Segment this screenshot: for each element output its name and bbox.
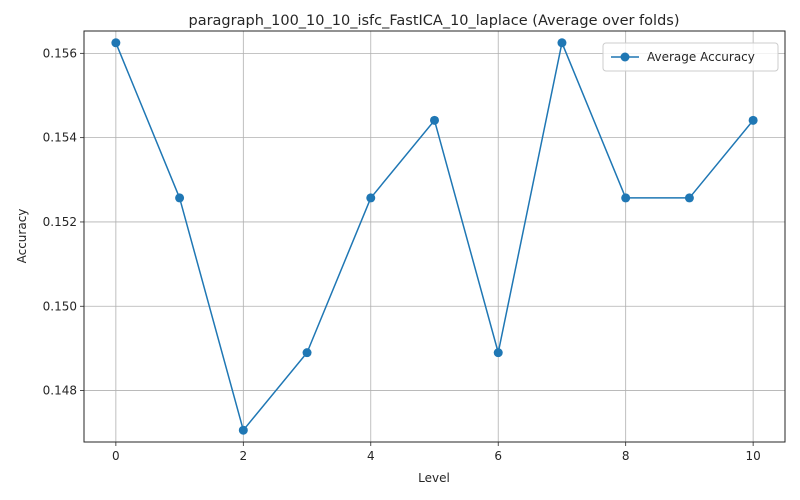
data-point — [175, 193, 185, 203]
data-point — [366, 193, 376, 203]
y-tick-label: 0.152 — [43, 215, 77, 229]
x-tick-label: 4 — [367, 449, 375, 463]
data-point — [684, 193, 694, 203]
data-point — [430, 115, 439, 125]
data-point — [302, 348, 312, 358]
axis-ticks: 0 2 4 6 8 10 0.148 0.150 0.152 0.154 0.156 — [43, 46, 761, 463]
x-tick-label: 0 — [112, 449, 120, 463]
y-tick-label: 0.148 — [43, 384, 77, 398]
legend-box — [602, 42, 779, 72]
legend-label: Average Accuracy — [647, 50, 755, 64]
x-tick-label: 8 — [622, 449, 630, 463]
grid-lines — [84, 31, 785, 442]
data-point — [238, 425, 248, 435]
legend-marker-swatch — [620, 52, 630, 62]
x-axis-label: Level — [418, 471, 450, 485]
y-tick-label: 0.154 — [43, 131, 77, 145]
data-point — [557, 38, 567, 48]
data-point — [111, 38, 121, 48]
data-point — [621, 193, 631, 203]
data-point — [493, 348, 503, 358]
series-layer — [111, 38, 758, 435]
legend: Average Accuracy — [602, 42, 779, 72]
y-axis-label: Accuracy — [15, 209, 29, 264]
chart-title: paragraph_100_10_10_isfc_FastICA_10_lapl… — [189, 13, 680, 29]
y-tick-label: 0.150 — [43, 299, 77, 313]
x-tick-label: 10 — [745, 449, 760, 463]
data-point — [748, 115, 758, 125]
x-tick-label: 2 — [239, 449, 247, 463]
x-tick-label: 6 — [494, 449, 502, 463]
plot-frame — [83, 30, 786, 443]
y-tick-label: 0.156 — [43, 46, 77, 60]
